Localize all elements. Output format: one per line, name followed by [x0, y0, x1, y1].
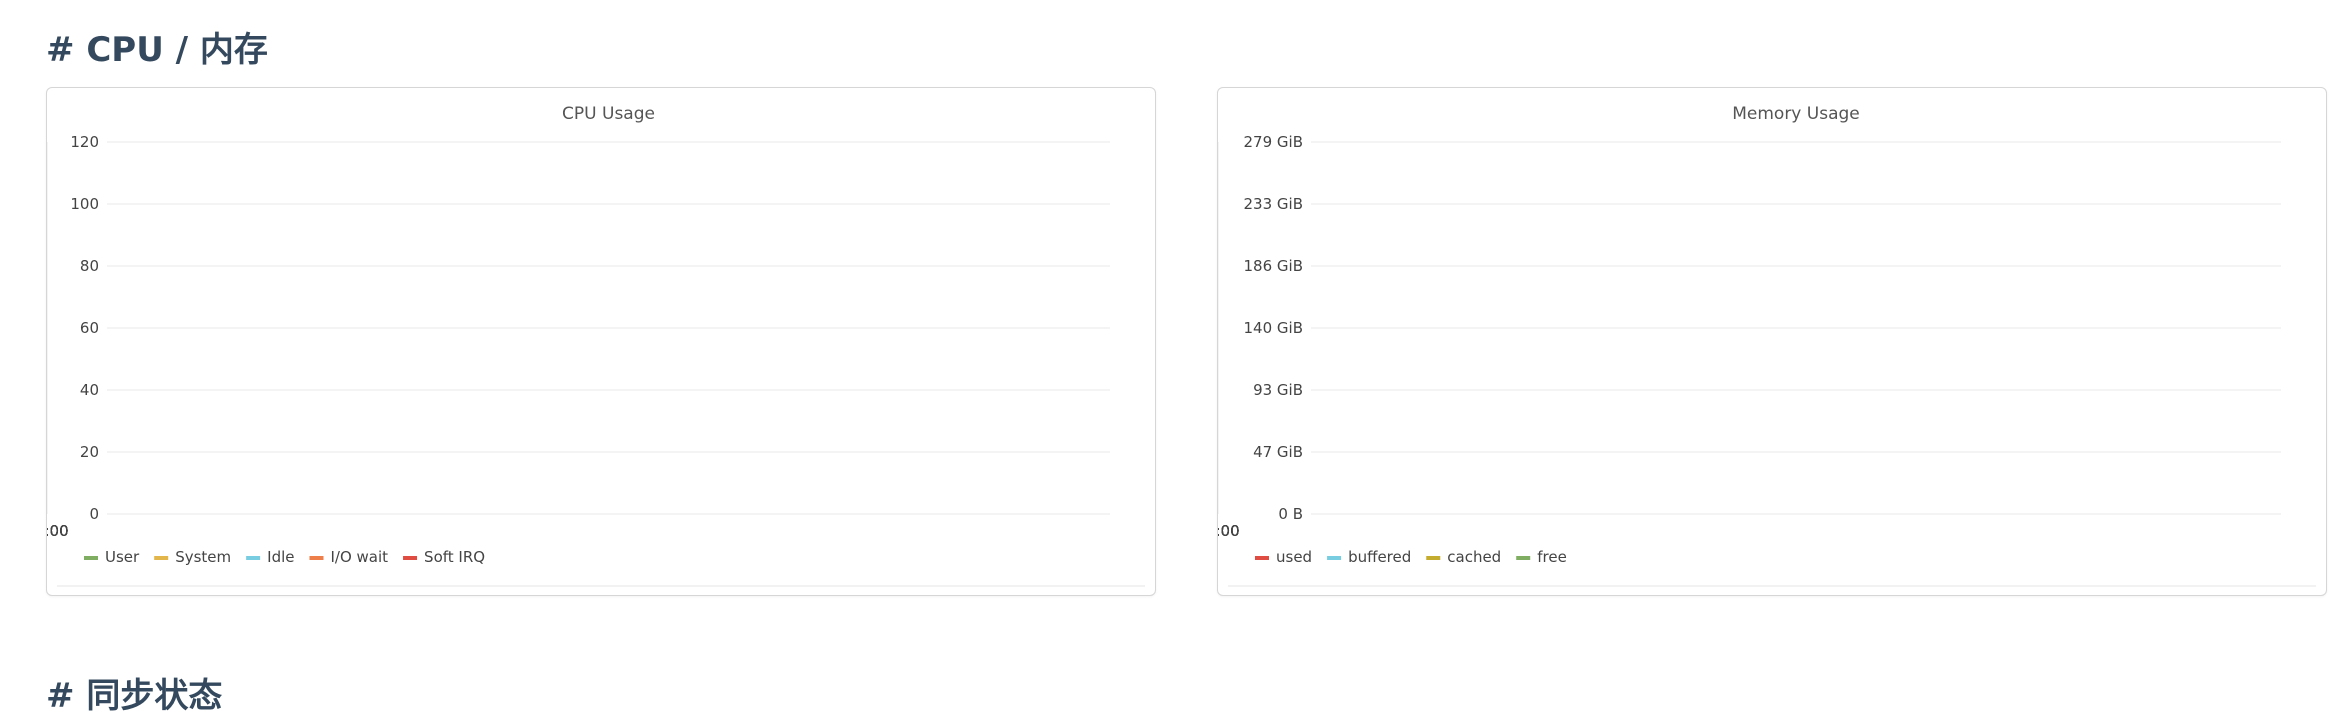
y-tick-label: 47 GiB [1253, 443, 1303, 461]
legend-label: used [1276, 548, 1312, 566]
y-tick-label: 40 [80, 381, 99, 399]
x-tick-label: 12:00 [47, 522, 69, 540]
memory-usage-panel: Memory Usage 0 B 47 GiB 93 GiB 140 GiB 186 Gi… [1217, 87, 2327, 596]
x-tick-label: 00:00 [47, 522, 69, 540]
x-tick-label: 16:00 [47, 522, 69, 540]
x-tick-label: 16:00 [1218, 522, 1240, 540]
y-tick-label: 80 [80, 257, 99, 275]
panel-divider [1228, 585, 2316, 587]
legend-label: Idle [267, 548, 294, 566]
legend-swatch [1426, 556, 1441, 560]
y-tick-label: 120 [70, 133, 99, 151]
y-tick-label: 20 [80, 443, 99, 461]
x-tick-label: 04:00 [47, 522, 69, 540]
y-tick-label: 0 B [1278, 505, 1303, 523]
legend-swatch [309, 556, 324, 560]
section-title-sync-status: # 同步状态 [46, 676, 223, 716]
cpu-usage-chart: CPU Usage 0 20 40 60 80 100 120 20:0000:0004:000… [47, 88, 1110, 566]
legend-label: cached [1447, 548, 1501, 566]
legend-swatch [154, 556, 169, 560]
x-tick-label: 00:00 [1218, 522, 1240, 540]
y-tick-label: 100 [70, 195, 99, 213]
y-tick-label: 186 GiB [1244, 257, 1303, 275]
legend-swatch [246, 556, 261, 560]
y-tick-label: 0 [89, 505, 99, 523]
legend-label: System [175, 548, 231, 566]
x-tick-label: 04:00 [1218, 522, 1240, 540]
chart-title: CPU Usage [562, 104, 655, 124]
panel-divider [57, 585, 1145, 587]
y-tick-label: 60 [80, 319, 99, 337]
legend-swatch [84, 556, 98, 560]
legend-swatch [1327, 556, 1342, 560]
legend-label: free [1537, 548, 1567, 566]
legend-swatch [1516, 556, 1531, 560]
legend-swatch [1255, 556, 1269, 560]
legend-label: I/O wait [330, 548, 388, 566]
chart-title: Memory Usage [1732, 104, 1860, 124]
y-tick-label: 233 GiB [1244, 195, 1303, 213]
cpu-usage-panel: CPU Usage 0 20 40 60 80 100 120 20:0000:0004:000… [46, 87, 1156, 596]
x-tick-label: 08:00 [1218, 522, 1240, 540]
section-title-cpu-memory: # CPU / 内存 [46, 30, 268, 70]
legend-label: Soft IRQ [424, 548, 485, 566]
legend-label: buffered [1348, 548, 1411, 566]
x-tick-label: 12:00 [1218, 522, 1240, 540]
memory-usage-chart: Memory Usage 0 B 47 GiB 93 GiB 140 GiB 186 Gi… [1218, 88, 2281, 566]
x-tick-label: 20:00 [1218, 522, 1240, 540]
legend-swatch [403, 556, 418, 560]
y-tick-label: 279 GiB [1244, 133, 1303, 151]
legend-label: User [105, 548, 140, 566]
y-tick-label: 140 GiB [1244, 319, 1303, 337]
y-tick-label: 93 GiB [1253, 381, 1303, 399]
x-tick-label: 08:00 [47, 522, 69, 540]
x-tick-label: 20:00 [47, 522, 69, 540]
